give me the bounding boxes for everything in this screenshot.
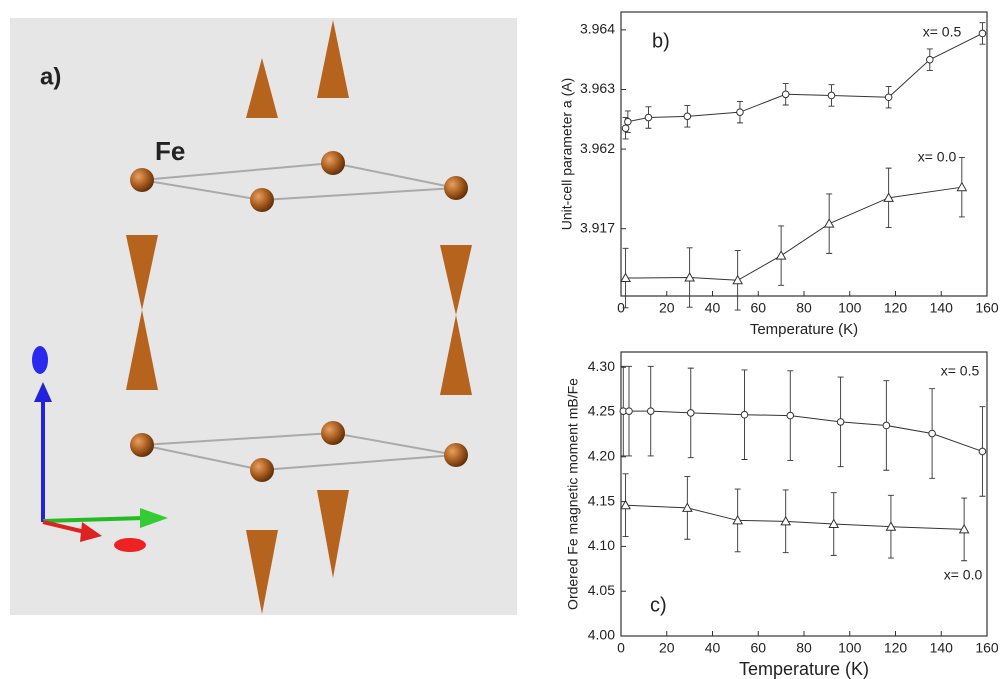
marker (828, 92, 835, 99)
series-line (626, 505, 965, 529)
figure: a) Fe 0 20 40 60 80 100 120 140 160 3.962 3.963 3.9… (0, 0, 1000, 679)
marker (927, 56, 934, 63)
x-tick-label: 40 (705, 300, 721, 316)
x-tick-label: 80 (796, 300, 812, 316)
panel-label: c) (650, 594, 667, 616)
x-tick-label: 160 (975, 640, 999, 656)
x-tick-label: 120 (884, 300, 908, 316)
panel-label: a) (40, 63, 61, 90)
marker (685, 273, 694, 281)
x-axis-label: Temperature (K) (739, 659, 869, 679)
y-tick-label: 4.25 (588, 403, 615, 419)
fe-atom (250, 188, 274, 212)
x-tick-label: 40 (705, 640, 721, 656)
marker (625, 118, 632, 125)
marker (979, 30, 986, 37)
y-tick-label: 4.30 (588, 358, 615, 374)
series-line (626, 187, 962, 280)
marker (929, 430, 936, 437)
fe-atom (130, 433, 154, 457)
fe-atom (321, 151, 345, 175)
fe-atom (444, 176, 468, 200)
x-tick-label: 60 (750, 640, 766, 656)
marker (741, 411, 748, 418)
marker (737, 109, 744, 116)
y-tick-label: 3.962 (580, 140, 615, 156)
x-tick-label: 60 (750, 300, 766, 316)
y-axis-label: Ordered Fe magnetic moment mB/Fe (565, 378, 581, 610)
y-tick-label: 3.964 (580, 21, 615, 37)
y-axis-label: Unit-cell parameter a (A) (559, 78, 575, 231)
x-cylinder (114, 538, 146, 552)
marker (957, 183, 966, 191)
z-cylinder (32, 346, 48, 374)
fe-atom (444, 443, 468, 467)
x-tick-label: 80 (796, 640, 812, 656)
y-tick-label: 3.963 (580, 80, 615, 96)
y-tick-label: 4.05 (588, 582, 615, 598)
x-tick-label: 100 (838, 300, 862, 316)
page: a) Fe 0 20 40 60 80 100 120 140 160 3.962 3.963 3.9… (0, 0, 1000, 679)
marker (979, 448, 986, 455)
x-tick-label: 20 (659, 300, 675, 316)
x-tick-label: 160 (975, 300, 999, 316)
x-tick-label: 140 (930, 640, 954, 656)
marker (885, 94, 892, 101)
series-label: x= 0.5 (923, 24, 962, 40)
x-axis-label: Temperature (K) (750, 321, 858, 338)
panel-a: a) Fe (10, 18, 517, 615)
x-tick-label: 100 (838, 640, 862, 656)
x-tick-label: 20 (659, 640, 675, 656)
marker (837, 419, 844, 426)
y-tick-label: 3.917 (580, 219, 615, 235)
y-tick-label: 4.00 (588, 627, 615, 643)
marker (777, 251, 786, 259)
x-tick-label: 140 (930, 300, 954, 316)
panel-label: b) (652, 30, 670, 52)
marker (645, 114, 652, 121)
marker (787, 412, 794, 419)
fe-atom (321, 421, 345, 445)
marker (687, 410, 694, 417)
fe-atom (130, 168, 154, 192)
x-tick-label: 120 (884, 640, 908, 656)
series-label: x= 0.0 (918, 149, 957, 165)
marker (647, 408, 654, 415)
fe-atom (250, 458, 274, 482)
marker (782, 91, 789, 98)
y-tick-label: 4.10 (588, 537, 615, 553)
series-line (626, 33, 983, 128)
x-tick-label: 0 (617, 640, 625, 656)
chart: 0 20 40 60 80 100 120 140 160 4.00 4.05 4.10 4.15 4.2… (565, 352, 999, 679)
marker (825, 219, 834, 227)
series-line (623, 411, 982, 451)
marker (622, 125, 629, 132)
series-label: x= 0.0 (944, 567, 983, 583)
atom-label: Fe (155, 136, 185, 166)
series-label: x= 0.5 (941, 363, 980, 379)
y-tick-label: 4.20 (588, 448, 615, 464)
marker (883, 422, 890, 429)
y-tick-label: 4.15 (588, 492, 615, 508)
marker (626, 408, 633, 415)
marker (684, 113, 691, 120)
